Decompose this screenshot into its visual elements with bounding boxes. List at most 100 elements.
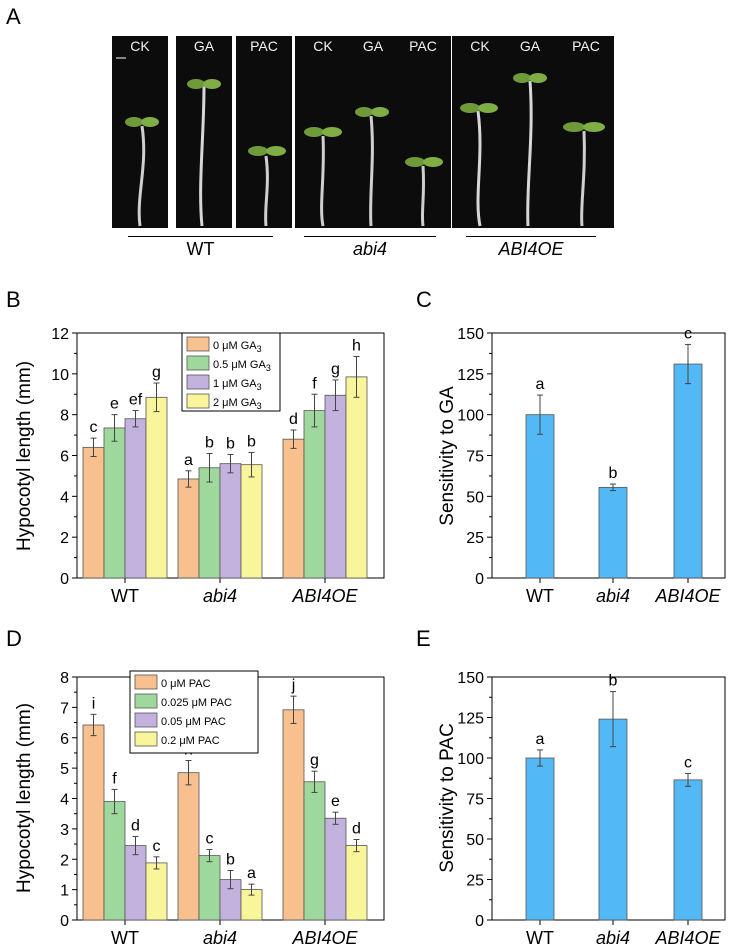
legend-label: 1 μM GA3	[213, 378, 262, 392]
bar	[82, 446, 105, 579]
condition-label: PAC	[409, 38, 437, 54]
bar	[598, 486, 628, 579]
significance-letter: b	[247, 433, 256, 450]
bar	[124, 845, 147, 921]
significance-letter: j	[291, 677, 296, 694]
bar	[525, 757, 555, 921]
y-tick-label: 0	[475, 571, 484, 588]
bar	[177, 772, 200, 921]
seedling-photo: CK	[112, 36, 168, 228]
x-tick-label: WT	[526, 928, 554, 948]
legend-swatch	[134, 693, 158, 709]
seedling-photo: PAC	[558, 36, 614, 228]
significance-letter: b	[226, 435, 235, 452]
x-tick-label: abi4	[596, 586, 630, 606]
legend-swatch	[134, 674, 158, 690]
y-tick-label: 10	[51, 367, 69, 384]
legend-swatch	[186, 374, 210, 390]
group-label: ABI4OE	[498, 239, 564, 259]
bar	[177, 478, 200, 579]
x-tick-label: ABI4OE	[291, 586, 358, 606]
x-tick-label: abi4	[596, 928, 630, 948]
significance-letter: d	[352, 821, 361, 838]
y-tick-label: 125	[457, 711, 484, 728]
y-tick-label: 150	[457, 326, 484, 343]
significance-letter: g	[152, 364, 161, 381]
bar	[324, 394, 347, 579]
y-tick-label: 25	[466, 873, 484, 890]
x-tick-label: WT	[111, 928, 139, 948]
bar	[303, 410, 326, 579]
legend-swatch	[186, 336, 210, 352]
y-tick-label: 12	[51, 326, 69, 343]
condition-label: CK	[313, 38, 333, 54]
significance-letter: b	[609, 465, 618, 482]
group-label: WT	[186, 239, 215, 259]
legend-swatch	[134, 712, 158, 728]
panel-letter-b: B	[6, 287, 21, 312]
bar	[240, 464, 263, 579]
seedling-illustration	[405, 157, 443, 227]
panel-letter-e: E	[416, 626, 431, 651]
bar	[198, 855, 221, 921]
y-tick-label: 4	[60, 489, 69, 506]
group-bracket-line	[128, 236, 273, 237]
bar	[282, 438, 305, 579]
y-tick-label: 7	[60, 700, 69, 717]
y-tick-label: 8	[60, 408, 69, 425]
panel-letter-a: A	[6, 4, 21, 29]
bar	[345, 845, 368, 921]
y-tick-label: 75	[466, 792, 484, 809]
legend-label: 0.025 μM PAC	[161, 697, 232, 709]
seedling-photo: GA	[502, 36, 558, 228]
seedling-photo: PAC	[395, 36, 451, 228]
legend-label: 0.5 μM GA3	[213, 359, 271, 373]
condition-label: GA	[519, 38, 541, 54]
y-tick-label: 6	[60, 731, 69, 748]
seedling-photo: GA	[176, 36, 232, 228]
significance-letter: f	[112, 770, 117, 787]
significance-letter: b	[226, 851, 235, 868]
seedling-photo: PAC	[236, 36, 292, 228]
bar	[82, 724, 105, 921]
y-axis-label: Hypocotyl length (mm)	[14, 361, 35, 551]
y-tick-label: 50	[466, 489, 484, 506]
bar	[198, 467, 221, 579]
legend-label: 0.2 μM PAC	[161, 735, 220, 747]
significance-letter: c	[206, 831, 214, 848]
bar	[525, 414, 555, 579]
legend-swatch	[186, 393, 210, 409]
x-tick-label: abi4	[203, 586, 237, 606]
y-tick-label: 50	[466, 832, 484, 849]
significance-letter: h	[352, 337, 361, 354]
legend-label: 0 μM GA3	[213, 340, 262, 354]
condition-label: CK	[130, 38, 150, 54]
y-tick-label: 2	[60, 852, 69, 869]
bar	[282, 709, 305, 921]
legend-label: 0.05 μM PAC	[161, 716, 226, 728]
panel-letter-c: C	[416, 287, 432, 312]
bar	[145, 396, 168, 579]
y-tick-label: 75	[466, 449, 484, 466]
legend-swatch	[134, 731, 158, 747]
seedling-photo: CK	[452, 36, 508, 228]
y-tick-label: 6	[60, 449, 69, 466]
bar	[673, 779, 703, 921]
x-tick-label: ABI4OE	[654, 586, 721, 606]
significance-letter: e	[331, 793, 340, 810]
y-axis-label: Sensitivity to PAC	[437, 723, 458, 873]
group-bracket-line	[304, 236, 436, 237]
bar	[598, 718, 628, 921]
y-tick-label: 3	[60, 822, 69, 839]
significance-letter: a	[536, 731, 545, 748]
y-tick-label: 25	[466, 530, 484, 547]
seedling-illustration	[116, 57, 159, 227]
condition-label: CK	[470, 38, 490, 54]
group-label: abi4	[352, 239, 388, 259]
panel-letter-d: D	[6, 626, 22, 651]
legend-label: 0 μM PAC	[161, 678, 211, 690]
condition-label: GA	[193, 38, 215, 54]
significance-letter: e	[110, 396, 119, 413]
